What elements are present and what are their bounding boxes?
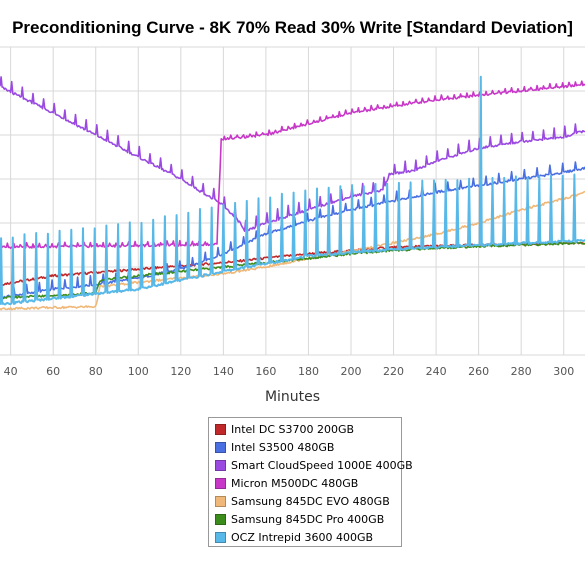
legend-item[interactable]: Intel DC S3700 200GB xyxy=(215,421,401,439)
series-line-3 xyxy=(0,80,585,249)
legend-label: Intel DC S3700 200GB xyxy=(231,423,355,437)
legend-swatch xyxy=(215,478,226,490)
series-line-5 xyxy=(0,241,585,300)
legend: Intel DC S3700 200GB Intel S3500 480GB Sma… xyxy=(208,417,413,547)
x-tick-label: 60 xyxy=(46,365,60,378)
x-tick-label: 220 xyxy=(383,365,404,378)
x-tick-label: 80 xyxy=(89,365,103,378)
legend-label: Smart CloudSpeed 1000E 400GB xyxy=(231,459,413,473)
series-line-6 xyxy=(0,75,585,306)
x-tick-label: 180 xyxy=(298,365,319,378)
legend-label: Samsung 845DC Pro 400GB xyxy=(231,512,385,526)
legend-swatch xyxy=(215,460,226,472)
x-tick-label: 300 xyxy=(553,365,574,378)
legend-swatch xyxy=(215,513,226,525)
legend-swatch xyxy=(215,496,226,507)
legend-swatch xyxy=(215,424,226,436)
x-tick-label: 240 xyxy=(426,365,447,378)
x-tick-label: 200 xyxy=(341,365,362,378)
x-tick-label: 160 xyxy=(255,365,276,378)
legend-item[interactable]: Micron M500DC 480GB xyxy=(215,475,401,493)
legend-swatch xyxy=(215,531,226,543)
legend-item[interactable]: Smart CloudSpeed 1000E 400GB xyxy=(215,457,413,475)
x-tick-label: 260 xyxy=(468,365,489,378)
legend-label: Intel S3500 480GB xyxy=(231,441,335,455)
series-lines xyxy=(0,75,585,311)
x-tick-labels: 40 60 80 100 120 140 160 180 200 220 240 260 280 300 xyxy=(4,365,575,378)
x-tick-label: 40 xyxy=(4,365,18,378)
x-tick-label: 100 xyxy=(128,365,149,378)
x-axis-label: Minutes xyxy=(264,389,321,405)
legend-item[interactable]: Samsung 845DC Pro 400GB xyxy=(215,510,401,528)
legend-label: Samsung 845DC EVO 480GB xyxy=(231,495,390,508)
legend-label: OCZ Intrepid 3600 400GB xyxy=(231,530,374,544)
legend-item[interactable]: OCZ Intrepid 3600 400GB xyxy=(215,528,401,546)
legend-swatch xyxy=(215,442,226,454)
x-tick-label: 120 xyxy=(170,365,191,378)
x-tick-label: 140 xyxy=(213,365,234,378)
legend-label: Micron M500DC 480GB xyxy=(231,477,359,491)
x-tick-label: 280 xyxy=(511,365,532,378)
legend-item[interactable]: Samsung 845DC EVO 480GB xyxy=(215,493,401,511)
chart-title: Preconditioning Curve - 8K 70% Read 30% … xyxy=(12,18,573,37)
legend-item[interactable]: Intel S3500 480GB xyxy=(215,439,401,457)
